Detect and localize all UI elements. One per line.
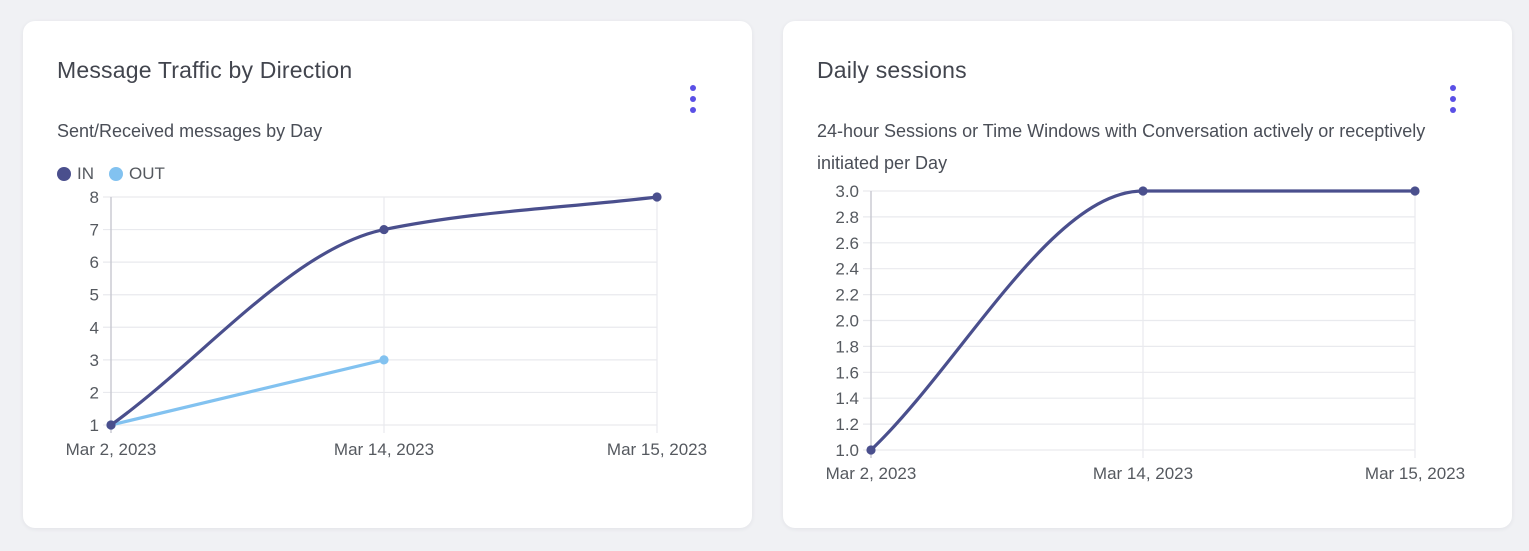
y-tick-label: 1: [90, 416, 99, 435]
y-tick-label: 7: [90, 221, 99, 240]
y-tick-label: 1.0: [835, 441, 859, 460]
legend-dot-icon: [109, 167, 123, 181]
x-tick-label: Mar 14, 2023: [334, 440, 434, 459]
card-subtitle: Sent/Received messages by Day: [57, 121, 323, 141]
y-tick-label: 6: [90, 253, 99, 272]
daily-sessions-card: Daily sessions 24-hour Sessions or Time …: [783, 21, 1512, 528]
x-tick-label: Mar 15, 2023: [1365, 464, 1465, 483]
y-tick-label: 1.6: [835, 363, 859, 382]
kebab-dot: [690, 107, 696, 113]
y-tick-label: 8: [90, 189, 99, 207]
message-traffic-chart[interactable]: 1 2 3 4 5 6 7 8 Mar 2, 2023 Mar 14, 2023 Mar 15, 2…: [23, 189, 723, 465]
daily-sessions-chart[interactable]: 1.0 1.2 1.4 1.6 1.8 2.0 2.2 2.4 2.6 2.8 3.0 Mar 2, …: [783, 179, 1483, 489]
kebab-dot: [1450, 96, 1456, 102]
y-tick-label: 2.8: [835, 208, 859, 227]
card-subtitle: 24-hour Sessions or Time Windows with Co…: [817, 121, 1426, 173]
data-point[interactable]: [866, 445, 876, 455]
y-tick-label: 3: [90, 351, 99, 370]
kebab-dot: [1450, 107, 1456, 113]
x-tick-label: Mar 2, 2023: [826, 464, 917, 483]
card-title: Message Traffic by Direction: [57, 57, 353, 83]
legend-item-in[interactable]: IN: [57, 164, 94, 184]
y-tick-label: 2.0: [835, 312, 859, 331]
y-tick-label: 4: [90, 318, 99, 337]
legend-dot-icon: [57, 167, 71, 181]
card-title: Daily sessions: [817, 57, 967, 83]
kebab-menu-icon[interactable]: [1440, 79, 1466, 119]
y-tick-label: 1.8: [835, 337, 859, 356]
data-point[interactable]: [379, 224, 389, 235]
data-point[interactable]: [379, 355, 389, 365]
y-tick-label: 2.6: [835, 234, 859, 253]
kebab-dot: [1450, 85, 1456, 91]
legend-item-out[interactable]: OUT: [109, 164, 165, 184]
y-tick-label: 1.4: [835, 389, 859, 408]
data-point[interactable]: [106, 420, 116, 430]
data-point[interactable]: [652, 192, 662, 202]
y-tick-label: 1.2: [835, 415, 859, 434]
x-tick-label: Mar 2, 2023: [66, 440, 157, 459]
y-tick-label: 5: [90, 286, 99, 305]
y-tick-label: 3.0: [835, 182, 859, 201]
kebab-menu-icon[interactable]: [680, 79, 706, 119]
y-tick-label: 2.4: [835, 260, 859, 279]
data-point[interactable]: [1410, 186, 1420, 196]
x-tick-label: Mar 14, 2023: [1093, 464, 1193, 483]
kebab-dot: [690, 96, 696, 102]
series-line-daily-sessions: [869, 189, 1417, 452]
series-line-out: [109, 358, 386, 427]
y-tick-label: 2: [90, 383, 99, 402]
kebab-dot: [690, 85, 696, 91]
y-tick-label: 2.2: [835, 286, 859, 305]
legend-label: IN: [77, 164, 94, 183]
legend-label: OUT: [129, 164, 165, 183]
x-tick-label: Mar 15, 2023: [607, 440, 707, 459]
chart-legend: IN OUT: [57, 163, 718, 185]
message-traffic-card: Message Traffic by Direction Sent/Receiv…: [23, 21, 752, 528]
data-point[interactable]: [1138, 186, 1148, 196]
